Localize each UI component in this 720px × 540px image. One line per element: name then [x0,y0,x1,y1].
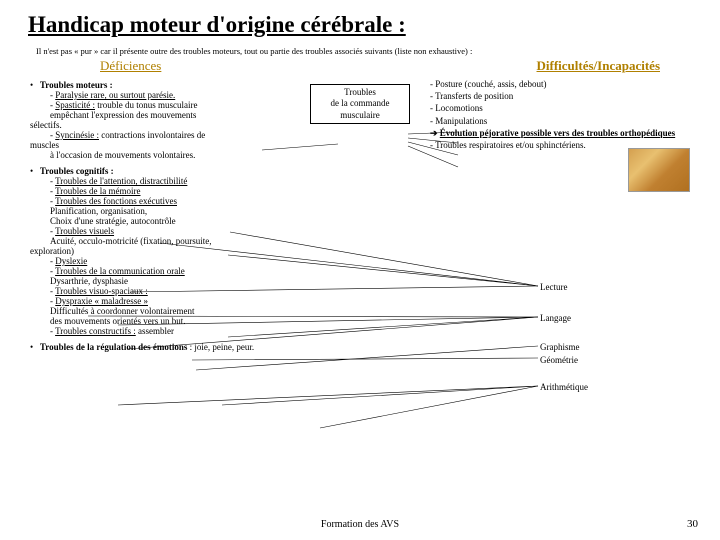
right-sub-geometrie: Géométrie [540,355,578,365]
footer-center: Formation des AVS [321,519,399,530]
cog-c12: Dyspraxie « maladresse » [55,296,148,306]
header-deficiences: Déficiences [100,58,161,74]
right-sub-arithmetique: Arithmétique [540,382,588,392]
center-l3: musculaire [315,110,405,121]
cog-c3: Troubles des fonctions exécutives [55,196,177,206]
cog-c10: Dysarthrie, dysphasie [30,276,330,286]
left-column: • Troubles moteurs : - Paralysie rare, o… [30,80,330,358]
cog-c7b: exploration) [30,246,330,256]
right-r3: - Locomotions [430,102,710,114]
motor-head: Troubles moteurs : [40,80,113,90]
right-sub-graphisme: Graphisme [540,342,580,352]
intro-text: Il n'est pas « pur » car il présente out… [0,38,720,56]
motor-l4: sélectifs. [30,120,330,130]
cog-c7: Acuité, occulo-motricité (fixation, pour… [30,236,330,246]
cog-c5: Choix d'une stratégie, autocontrôle [30,216,330,226]
footer-page-number: 30 [687,518,698,530]
right-r1: - Posture (couché, assis, debout) [430,78,710,90]
cog-c6: Troubles visuels [55,226,114,236]
header-difficultes: Difficultés/Incapacités [537,58,660,74]
motor-l1: Paralysie rare, ou surtout parésie. [55,90,175,100]
block-emotions: • Troubles de la régulation des émotions… [30,342,330,352]
cog-c9: Troubles de la communication orale [55,266,185,276]
content-area: • Troubles moteurs : - Paralysie rare, o… [0,78,720,358]
block-troubles-cognitifs: • Troubles cognitifs : - Troubles de l'a… [30,166,330,336]
right-r5-arrow: ➔ [430,128,440,138]
center-l1: Troubles [315,87,405,98]
right-sub-langage: Langage [540,313,571,323]
cog-c2: Troubles de la mémoire [55,186,140,196]
right-r4: - Manipulations [430,115,710,127]
center-l2: de la commande [315,98,405,109]
motor-l7: à l'occasion de mouvements volontaires. [30,150,330,160]
right-r2: - Transferts de position [430,90,710,102]
photo-placeholder [628,148,690,192]
right-sub-lecture: Lecture [540,282,567,292]
right-r5: Évolution péjorative possible vers des t… [440,128,675,138]
cognitive-head: Troubles cognitifs : [40,166,114,176]
block-troubles-moteurs: • Troubles moteurs : - Paralysie rare, o… [30,80,330,160]
motor-l6: muscles [30,140,330,150]
emotion-rest: : joie, peine, peur. [187,342,254,352]
center-box: Troubles de la commande musculaire [310,84,410,124]
cog-c4: Planification, organisation, [30,206,330,216]
cog-c11: Troubles visuo-spaciaux : [55,286,148,296]
motor-l5-u: Syncinésie : [55,130,99,140]
motor-l5-rest: contractions involontaires de [99,130,205,140]
cog-c13: Difficultés à coordonner volontairement [30,306,330,316]
cog-c8: Dyslexie [55,256,87,266]
right-column: - Posture (couché, assis, debout) - Tran… [430,78,710,151]
cog-c15-rest: assembler [136,326,174,336]
emotion-head: Troubles de la régulation des émotions [40,342,187,352]
cog-c15-u: Troubles constructifs : [55,326,136,336]
columns-header: Déficiences Difficultés/Incapacités [0,56,720,78]
cog-c14: des mouvements orientés vers un but. [30,316,330,326]
cog-c1: Troubles de l'attention, distractibilité [55,176,187,186]
page-title: Handicap moteur d'origine cérébrale : [0,0,720,38]
motor-l2-u: Spasticité : [55,100,95,110]
motor-l2-rest: trouble du tonus musculaire [95,100,197,110]
motor-l3: empêchant l'expression des mouvements [30,110,330,120]
